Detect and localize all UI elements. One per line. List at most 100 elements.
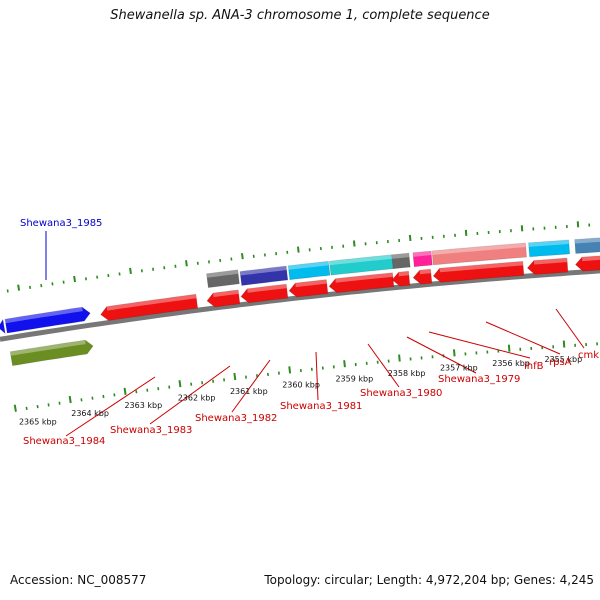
- gene-label: Shewana3_1984: [23, 436, 105, 447]
- gene-arrow-red: [100, 293, 199, 321]
- gene-label: ihfB: [524, 361, 544, 372]
- gene-arrow-pink: [412, 250, 433, 268]
- gene-arrow-olive: [9, 339, 94, 367]
- gene-label: Shewana3_1981: [280, 401, 362, 412]
- gene-label: Shewana3_1982: [195, 413, 277, 424]
- major-tick: [464, 229, 468, 236]
- tick-marks: [6, 221, 598, 412]
- ruler-label: 2364 kbp: [71, 409, 109, 418]
- gene-arrow-blue: [4, 306, 91, 334]
- major-tick: [288, 366, 292, 374]
- ruler-label: 2358 kbp: [388, 369, 426, 378]
- gene-shade: [391, 253, 410, 259]
- gene-arrow-blue: [0, 318, 6, 335]
- gene-arrow-red: [526, 257, 569, 275]
- gene-arrow-cyan: [287, 260, 331, 281]
- chromosome-backbone: [0, 268, 600, 342]
- ruler-label: 2365 kbp: [19, 417, 57, 426]
- gene-arrow-red: [432, 260, 525, 283]
- gene-shade: [439, 261, 524, 273]
- backbone-arc: [0, 268, 600, 342]
- leader-line: [231, 359, 271, 413]
- major-tick: [17, 284, 21, 291]
- ruler-label: 2359 kbp: [335, 374, 373, 383]
- gene-arrow-red: [240, 283, 289, 304]
- genome-summary-text: Topology: circular; Length: 4,972,204 bp…: [264, 573, 594, 587]
- major-tick: [129, 267, 132, 274]
- major-tick: [178, 380, 182, 388]
- major-tick: [296, 246, 300, 253]
- major-tick: [352, 240, 356, 247]
- major-tick: [123, 387, 127, 395]
- leader-line: [406, 336, 477, 374]
- major-tick: [13, 404, 17, 412]
- gene-shade: [533, 258, 568, 265]
- gene-shade: [206, 269, 239, 278]
- leader-line: [149, 365, 231, 425]
- gene-shade: [288, 261, 329, 270]
- gene-arrow-gray: [206, 269, 240, 289]
- gene-label: cmk: [578, 350, 599, 361]
- gene-arrow-red: [391, 270, 411, 287]
- major-tick: [233, 372, 237, 381]
- gene-shade: [10, 340, 86, 356]
- gene-shade: [582, 255, 600, 262]
- major-tick: [398, 354, 401, 362]
- accession-text: Accession: NC_008577: [10, 573, 147, 587]
- gene-shade: [528, 240, 569, 247]
- gene-shade: [412, 251, 432, 257]
- gene-shade: [432, 243, 526, 255]
- gene-arrow-navy: [239, 265, 289, 286]
- gene-arrow-red: [574, 255, 600, 272]
- major-tick: [185, 260, 188, 267]
- gene-shade: [335, 272, 393, 283]
- label-leader-lines: [45, 231, 585, 437]
- ruler-label: 2361 kbp: [230, 387, 268, 396]
- ruler-label: 2356 kbp: [492, 359, 530, 368]
- ruler-labels: 2365 kbp 2364 kbp 2363 kbp 2362 kbp 2361 kbp…: [19, 355, 582, 426]
- ruler-label: 2363 kbp: [124, 401, 162, 410]
- major-tick: [343, 360, 346, 368]
- gene-label: Shewana3_1980: [360, 388, 442, 399]
- major-tick: [408, 234, 412, 242]
- gene-features: [0, 237, 600, 367]
- map-title: Shewanella sp. ANA-3 chromosome 1, compl…: [110, 8, 490, 23]
- gene-arrow-steel: [574, 237, 600, 254]
- gene-shade: [398, 271, 409, 277]
- major-tick: [241, 253, 244, 260]
- gene-shade: [419, 269, 431, 275]
- leader-line: [555, 308, 585, 349]
- gene-labels: Shewana3_1985Shewana3_1984Shewana3_1983S…: [20, 218, 599, 447]
- leader-line: [65, 376, 156, 437]
- gene-arrow-cyan: [528, 239, 571, 258]
- gene-shade: [295, 279, 327, 288]
- ruler-label: 2362 kbp: [178, 394, 216, 403]
- ruler-label: 2355 kbp: [544, 355, 582, 364]
- major-tick: [73, 275, 77, 283]
- gene-arrow-salmon: [431, 242, 528, 266]
- gene-shade: [213, 289, 239, 298]
- leader-line: [485, 321, 561, 355]
- major-tick: [452, 349, 456, 357]
- major-tick: [68, 395, 72, 404]
- gene-label: Shewana3_1979: [438, 374, 520, 385]
- gene-label: Shewana3_1983: [110, 425, 192, 436]
- major-tick: [507, 344, 511, 352]
- leader-line: [315, 351, 319, 401]
- gene-arrow-red: [206, 289, 241, 308]
- gene-shade: [240, 266, 287, 276]
- leader-line: [367, 343, 400, 388]
- gene-arrow-red: [328, 272, 395, 294]
- gene-label: rpsA: [549, 357, 572, 368]
- gene-shade: [5, 307, 83, 324]
- gene-shade: [574, 237, 600, 244]
- gene-arrow-gray: [391, 252, 411, 270]
- ruler-label: 2357 kbp: [440, 364, 478, 373]
- gene-shade: [106, 294, 197, 311]
- gene-shade: [247, 284, 287, 293]
- ruler-label: 2360 kbp: [282, 380, 320, 389]
- gene-label: Shewana3_1985: [20, 218, 102, 229]
- gene-shade: [329, 254, 393, 266]
- gene-arrow-red: [412, 268, 433, 285]
